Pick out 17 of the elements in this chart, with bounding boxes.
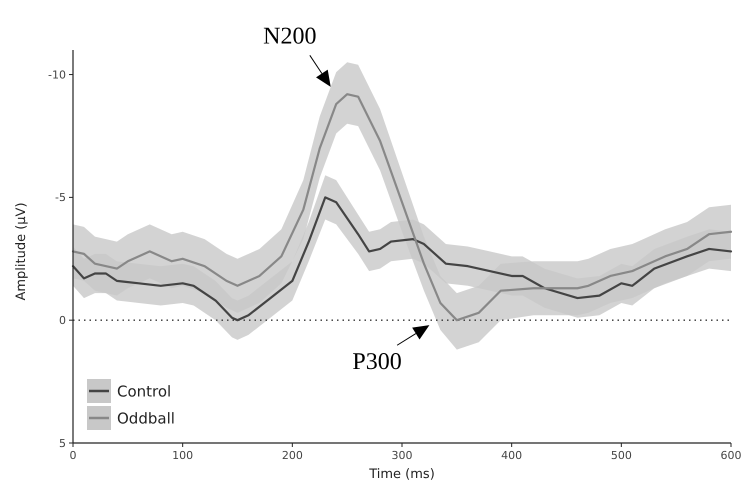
x-tick-label: 500 <box>610 449 632 462</box>
y-tick-label: -5 <box>55 191 66 204</box>
x-tick-label: 200 <box>282 449 303 462</box>
y-tick-label: 5 <box>59 436 66 450</box>
legend-label: Control <box>117 382 172 400</box>
x-tick-label: 300 <box>392 449 412 462</box>
y-tick-label: -10 <box>48 68 66 82</box>
x-tick-label: 400 <box>501 449 522 462</box>
x-tick-label: 0 <box>70 449 76 462</box>
y-axis-title: Amplitude (μV) <box>14 202 29 301</box>
annotation: N200 <box>263 23 316 50</box>
annotation: P300 <box>352 349 402 376</box>
y-tick-label: 0 <box>59 314 66 328</box>
legend-label: Oddball <box>117 409 175 428</box>
x-tick-label: 600 <box>720 449 742 462</box>
x-axis-title: Time (ms) <box>368 467 435 482</box>
x-tick-label: 100 <box>172 449 194 462</box>
